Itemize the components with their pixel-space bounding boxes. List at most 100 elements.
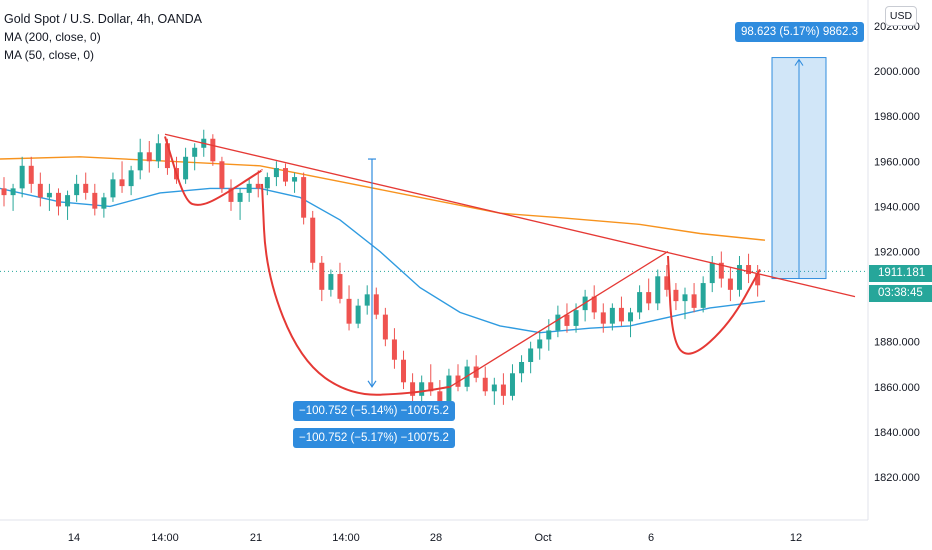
measure-arrowhead (794, 58, 804, 66)
x-tick-label: 21 (250, 532, 262, 544)
drawings[interactable] (164, 57, 856, 396)
measure-arrowhead-down (367, 380, 377, 388)
candle-body (328, 274, 334, 290)
candle-body (637, 292, 643, 313)
x-tick-label: 28 (430, 532, 442, 544)
candle-body (46, 192, 52, 198)
candle-body (273, 168, 279, 178)
candle-body (183, 156, 189, 180)
candle-body (228, 188, 234, 202)
candle-body (146, 152, 152, 162)
candle-body (727, 278, 733, 290)
candle-body (128, 170, 134, 187)
candle-body (691, 294, 697, 308)
candle-body (401, 359, 407, 383)
ma50-legend[interactable]: MA (50, close, 0) (4, 48, 95, 62)
candle-body (537, 339, 543, 349)
candle-body (219, 161, 225, 189)
candle-body (10, 188, 16, 196)
candle-body (192, 147, 198, 157)
y-tick-label: 1860.000 (874, 382, 920, 394)
candle-body (682, 294, 688, 302)
candle-body (282, 168, 288, 182)
candle-body (664, 276, 670, 290)
candle-body (346, 298, 352, 324)
candle-body (618, 307, 624, 322)
candle-body (164, 143, 170, 169)
candle-body (491, 384, 497, 392)
candle-body (482, 377, 488, 392)
cup-curve (164, 136, 263, 206)
y-tick-label: 1980.000 (874, 111, 920, 123)
candle-body (655, 276, 661, 304)
candle-body (746, 265, 752, 275)
y-tick-label: 2000.000 (874, 66, 920, 78)
candle-body (500, 384, 506, 396)
candle-body (410, 382, 416, 396)
candle-body (83, 183, 89, 193)
candle-body (55, 192, 61, 207)
x-tick-label: 6 (648, 532, 654, 544)
cup-curve (667, 255, 761, 355)
candle-body (546, 330, 552, 340)
candle-body (555, 314, 561, 331)
candle-body (92, 192, 98, 209)
cup-curve (261, 183, 451, 396)
candle-body (19, 165, 25, 189)
resistance-trendline (164, 133, 856, 298)
candle-body (337, 274, 343, 299)
candle-body (473, 366, 479, 378)
candle-body (292, 177, 298, 182)
x-tick-label: 14:00 (332, 532, 360, 544)
candle-body (237, 192, 243, 202)
candle-body (28, 165, 34, 184)
candle-body (628, 312, 634, 322)
candle-body (736, 265, 742, 290)
candle-body (437, 391, 443, 405)
countdown-tag: 03:38:45 (869, 285, 932, 302)
chart-legend: Gold Spot / U.S. Dollar, 4h, OANDA MA (2… (4, 10, 202, 64)
candle-body (564, 314, 570, 326)
y-tick-label: 1820.000 (874, 472, 920, 484)
candle-body (755, 274, 761, 286)
measure-label-lower-2[interactable]: −100.752 (−5.17%) −10075.2 (293, 428, 455, 448)
candle-body (419, 382, 425, 396)
candle-body (573, 310, 579, 326)
candle-body (509, 373, 515, 396)
candle-body (65, 195, 71, 207)
candle-body (319, 262, 325, 290)
measure-label-upper[interactable]: 98.623 (5.17%) 9862.3 (735, 22, 865, 42)
candle-body (210, 138, 216, 162)
candle-body (137, 152, 143, 171)
candle-body (700, 283, 706, 308)
y-tick-label: 1920.000 (874, 247, 920, 259)
currency-button[interactable]: USD (885, 6, 917, 26)
candle-body (74, 183, 80, 196)
candle-body (355, 305, 361, 324)
candle-body (528, 348, 534, 362)
ma200-line (0, 156, 766, 241)
symbol-title[interactable]: Gold Spot / U.S. Dollar, 4h, OANDA (4, 12, 202, 26)
y-tick-label: 1960.000 (874, 156, 920, 168)
candle-body (110, 179, 116, 198)
candle-body (310, 217, 316, 263)
candle-body (391, 339, 397, 360)
candle-body (591, 296, 597, 313)
candle-body (246, 183, 252, 193)
candle-body (264, 177, 270, 189)
ma200-legend[interactable]: MA (200, close, 0) (4, 30, 101, 44)
ma50-line (0, 187, 766, 334)
y-tick-label: 1940.000 (874, 201, 920, 213)
x-tick-label: 12 (790, 532, 802, 544)
candle-body (382, 314, 388, 340)
candle-body (155, 143, 161, 162)
y-tick-label: 1840.000 (874, 427, 920, 439)
candle-body (709, 262, 715, 284)
measure-label-lower-1[interactable]: −100.752 (−5.14%) −10075.2 (293, 401, 455, 421)
candle-body (101, 197, 107, 209)
candle-body (364, 294, 370, 306)
y-tick-label: 1880.000 (874, 337, 920, 349)
candle-body (446, 375, 452, 405)
candle-body (519, 361, 525, 374)
